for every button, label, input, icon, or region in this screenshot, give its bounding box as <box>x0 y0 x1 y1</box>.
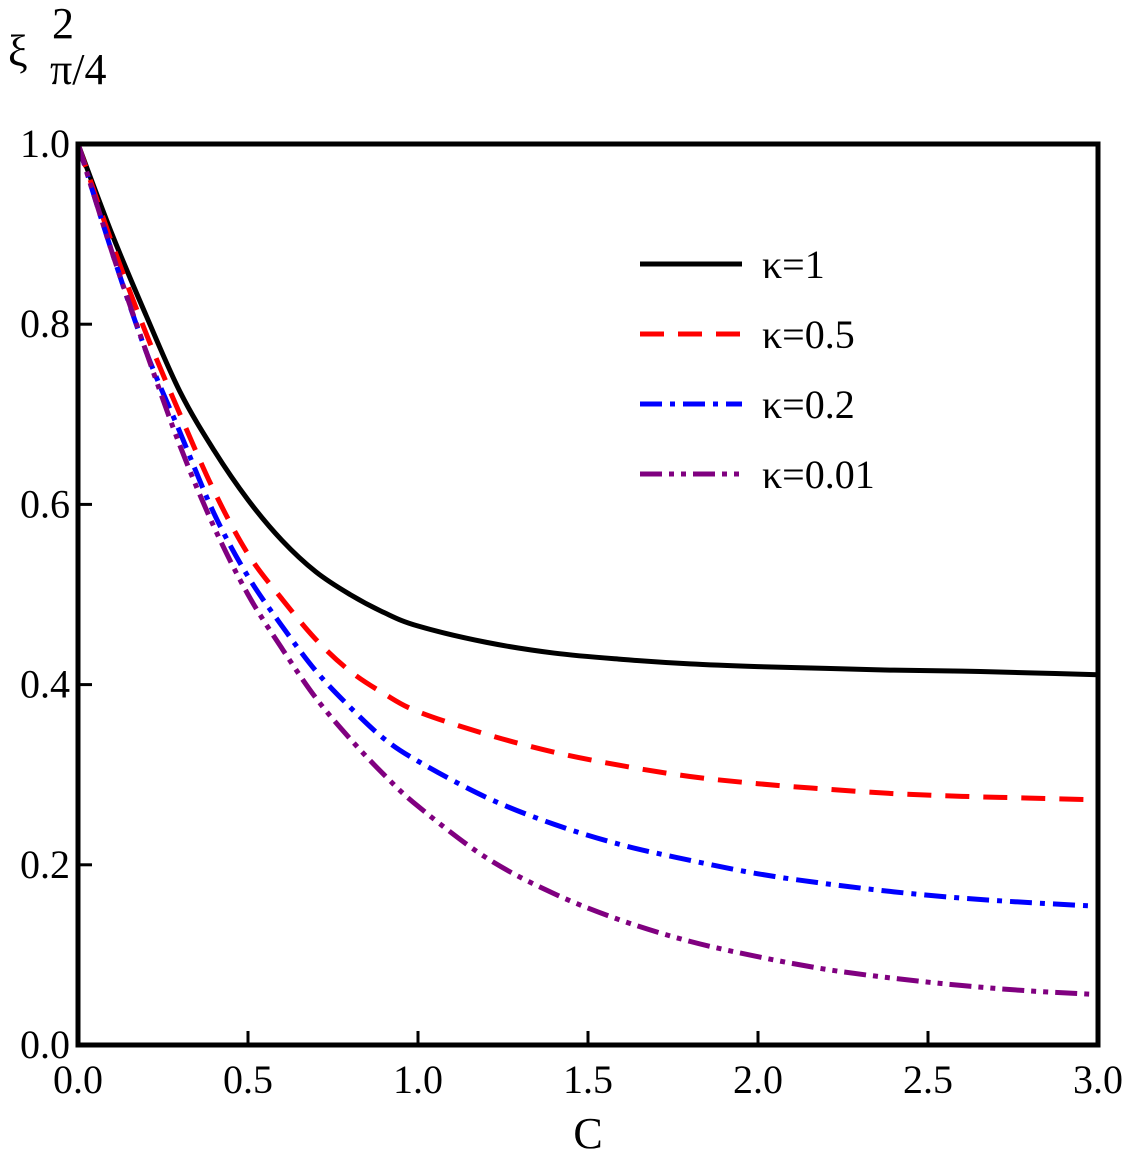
y-tick-label-2: 0.4 <box>20 662 70 707</box>
x-tick-label-2: 1.0 <box>393 1057 443 1102</box>
series-line-0 <box>75 143 1099 678</box>
series-line-1 <box>75 143 1099 803</box>
legend: κ=1 κ=0.5 κ=0.2 κ=0.01 <box>640 242 875 497</box>
x-tick-label-5: 2.5 <box>903 1057 953 1102</box>
x-tick-label-6: 3.0 <box>1073 1057 1123 1102</box>
y-axis-title-sub: π/4 <box>50 45 106 94</box>
x-tick-label-1: 0.5 <box>223 1057 273 1102</box>
y-axis-title-sup: 2 <box>52 0 74 48</box>
x-tick-label-4: 2.0 <box>733 1057 783 1102</box>
y-tick-label-3: 0.6 <box>20 481 70 526</box>
series-line-2 <box>75 143 1099 909</box>
y-tick-label-4: 0.8 <box>20 301 70 346</box>
series-line-3 <box>75 143 1099 998</box>
legend-label-1: κ=0.5 <box>762 312 855 357</box>
x-tick-label-0: 0.0 <box>53 1057 103 1102</box>
legend-label-0: κ=1 <box>762 242 825 287</box>
legend-label-2: κ=0.2 <box>762 382 855 427</box>
legend-label-3: κ=0.01 <box>762 452 875 497</box>
y-tick-label-5: 1.0 <box>20 121 70 166</box>
y-axis-title-main: ξ <box>8 27 28 76</box>
x-tick-label-3: 1.5 <box>563 1057 613 1102</box>
y-tick-label-0: 0.0 <box>20 1022 70 1067</box>
y-tick-label-1: 0.2 <box>20 842 70 887</box>
ticks-layer: 0.0 0.5 1.0 1.5 2.0 2.5 3.0 0.0 0.2 0.4 0.6 0.8 1.0 <box>20 121 1123 1102</box>
series-layer <box>75 143 1099 998</box>
x-axis-title: C <box>573 1109 602 1151</box>
